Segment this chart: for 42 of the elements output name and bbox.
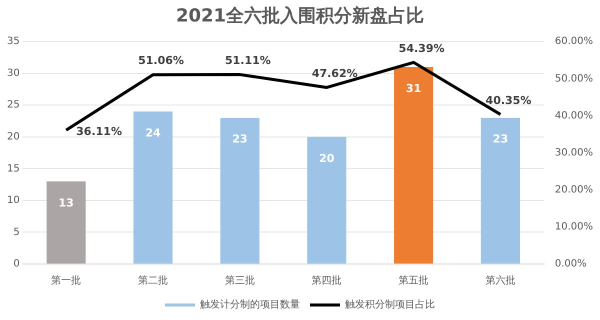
y2-tick-label: 0.00%	[554, 258, 587, 270]
y-tick-label: 0	[13, 258, 20, 270]
data-label: 23	[492, 132, 508, 146]
data-label: 36.11%	[76, 125, 122, 138]
legend-label: 触发积分制项目占比	[345, 298, 435, 311]
data-label: 23	[232, 132, 248, 146]
bar	[394, 67, 434, 264]
legend-label: 触发计分制的项目数量	[200, 298, 300, 311]
x-tick-label: 第六批	[485, 274, 516, 287]
y2-tick-label: 50.00%	[554, 73, 594, 84]
bar	[220, 118, 260, 264]
y2-tick-label: 40.00%	[554, 110, 594, 122]
data-label: 51.11%	[224, 54, 271, 67]
y-tick-label: 30	[6, 68, 20, 79]
y-tick-label: 5	[13, 226, 20, 238]
y2-tick-label: 60.00%	[554, 36, 594, 48]
data-label: 24	[145, 126, 162, 140]
y-tick-label: 20	[6, 132, 20, 143]
bar	[307, 136, 346, 264]
y2-tick-label: 20.00%	[554, 184, 594, 196]
x-tick-label: 第四批	[312, 274, 342, 287]
bar	[133, 111, 173, 264]
x-tick-label: 第三批	[224, 274, 255, 287]
y-tick-label: 10	[6, 195, 20, 206]
data-label: 20	[319, 152, 335, 165]
y2-tick-label: 30.00%	[554, 147, 594, 158]
y-tick-label: 25	[6, 100, 20, 111]
data-label: 54.39%	[398, 42, 444, 55]
x-tick-label: 第二批	[138, 274, 168, 287]
x-tick-label: 第五批	[398, 274, 429, 287]
data-label: 51.06%	[138, 54, 184, 68]
data-label: 13	[58, 196, 74, 210]
data-label: 40.35%	[486, 94, 532, 107]
x-tick-label: 第一批	[51, 274, 82, 287]
y2-tick-label: 10.00%	[554, 222, 594, 233]
y-tick-label: 35	[6, 36, 20, 48]
data-label: 47.62%	[312, 66, 358, 80]
bar	[480, 118, 520, 264]
bar	[46, 181, 86, 264]
chart-title: 2021全六批入围积分新盘占比	[176, 5, 424, 26]
data-label: 31	[406, 82, 422, 95]
y-tick-label: 15	[6, 163, 20, 174]
